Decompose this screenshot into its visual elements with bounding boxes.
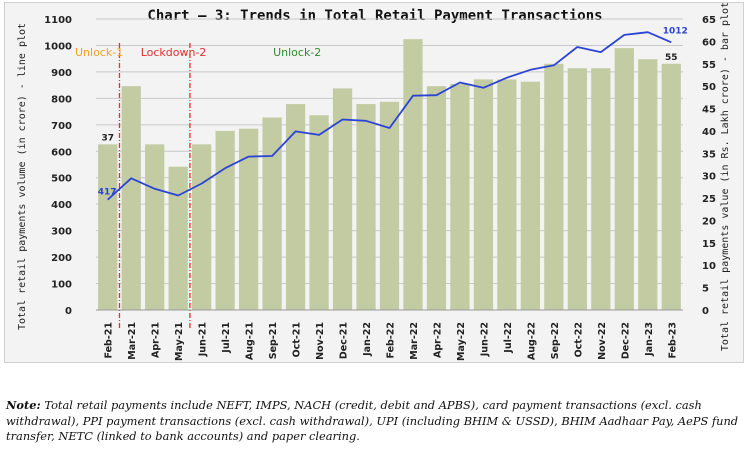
chart-title: Chart – 3: Trends in Total Retail Paymen… bbox=[147, 8, 602, 24]
left-tick-label: 600 bbox=[51, 147, 72, 158]
bar bbox=[121, 86, 141, 311]
bar bbox=[403, 39, 423, 311]
bar bbox=[614, 48, 634, 310]
note-prefix: Note: bbox=[6, 398, 41, 412]
left-tick-label: 1000 bbox=[44, 41, 72, 52]
bar bbox=[145, 144, 165, 310]
right-tick-label: 35 bbox=[702, 149, 716, 160]
right-tick-label: 30 bbox=[702, 172, 716, 183]
phase-label: Unlock-1 bbox=[75, 46, 123, 59]
right-tick-label: 50 bbox=[702, 82, 716, 93]
bar bbox=[638, 59, 658, 310]
bar bbox=[661, 63, 681, 311]
chart-svg: Chart – 3: Trends in Total Retail Paymen… bbox=[17, 3, 731, 361]
left-tick-label: 200 bbox=[51, 253, 72, 264]
x-tick-label: Mar-22 bbox=[409, 322, 420, 360]
bar bbox=[591, 68, 611, 310]
left-tick-label: 100 bbox=[51, 280, 72, 291]
x-tick-label: Feb-22 bbox=[386, 322, 397, 359]
x-tick-label: Jun-22 bbox=[479, 322, 490, 357]
bar bbox=[285, 104, 306, 310]
right-axis-title: Total retail payments value (in Rs. Lakh… bbox=[720, 3, 731, 351]
left-tick-label: 700 bbox=[51, 121, 72, 132]
bar bbox=[497, 79, 517, 310]
chart-frame: Chart – 3: Trends in Total Retail Paymen… bbox=[4, 2, 744, 363]
right-tick-label: 55 bbox=[702, 60, 716, 71]
left-tick-label: 1100 bbox=[44, 15, 72, 26]
note-body: Total retail payments include NEFT, IMPS… bbox=[6, 398, 739, 443]
x-tick-label: Oct-21 bbox=[292, 322, 303, 357]
right-tick-label: 5 bbox=[702, 284, 709, 295]
left-tick-label: 500 bbox=[51, 174, 72, 185]
right-tick-label: 60 bbox=[702, 37, 716, 48]
right-tick-label: 40 bbox=[702, 127, 716, 138]
volume-line bbox=[107, 31, 672, 201]
x-tick-label: Jan-22 bbox=[362, 322, 373, 357]
bar bbox=[426, 86, 447, 311]
x-tick-label: Mar-21 bbox=[127, 322, 138, 360]
right-tick-label: 20 bbox=[702, 216, 716, 227]
left-tick-label: 800 bbox=[51, 94, 72, 105]
x-tick-label: Aug-22 bbox=[526, 322, 537, 360]
bar bbox=[567, 68, 587, 310]
x-tick-label: Jul-21 bbox=[221, 322, 232, 354]
bar bbox=[98, 144, 118, 310]
x-tick-label: May-21 bbox=[174, 322, 185, 361]
bar bbox=[309, 115, 329, 310]
left-tick-label: 300 bbox=[51, 227, 72, 238]
x-tick-label: Nov-22 bbox=[597, 322, 608, 360]
right-tick-label: 15 bbox=[702, 239, 716, 250]
right-tick-label: 0 bbox=[702, 306, 709, 317]
x-tick-label: Dec-21 bbox=[339, 322, 350, 359]
bar bbox=[215, 130, 235, 310]
phase-label: Lockdown-2 bbox=[141, 46, 207, 59]
bar bbox=[262, 117, 282, 310]
x-tick-label: Apr-22 bbox=[432, 322, 443, 358]
x-tick-label: Jun-21 bbox=[198, 322, 209, 357]
x-tick-label: Sep-22 bbox=[550, 322, 561, 359]
x-tick-label: Feb-21 bbox=[104, 322, 115, 359]
left-tick-label: 900 bbox=[51, 68, 72, 79]
right-tick-label: 10 bbox=[702, 261, 716, 272]
x-tick-label: Jul-22 bbox=[503, 322, 514, 354]
x-tick-label: May-22 bbox=[456, 322, 467, 361]
bar bbox=[192, 144, 212, 310]
right-tick-label: 65 bbox=[702, 15, 716, 26]
bar-data-label: 37 bbox=[101, 133, 114, 143]
x-tick-label: Apr-21 bbox=[151, 322, 162, 358]
bar bbox=[379, 101, 400, 310]
line-data-label: 417 bbox=[98, 188, 117, 198]
bar bbox=[473, 79, 494, 310]
line-data-label: 1012 bbox=[663, 26, 688, 36]
x-tick-label: Feb-23 bbox=[667, 322, 678, 359]
x-tick-label: Sep-21 bbox=[268, 322, 279, 359]
x-tick-label: Jan-23 bbox=[644, 322, 655, 357]
left-axis-title: Total retail payments volume (in crore) … bbox=[17, 23, 28, 330]
x-tick-label: Oct-22 bbox=[573, 322, 584, 357]
bar bbox=[332, 88, 353, 311]
bar bbox=[520, 81, 541, 310]
bar bbox=[238, 128, 259, 310]
bar bbox=[356, 104, 376, 310]
x-tick-label: Dec-22 bbox=[620, 322, 631, 359]
left-tick-label: 400 bbox=[51, 200, 72, 211]
right-tick-label: 25 bbox=[702, 194, 716, 205]
x-tick-label: Aug-21 bbox=[245, 322, 256, 360]
bar bbox=[168, 166, 188, 310]
bar bbox=[450, 83, 470, 311]
x-tick-label: Nov-21 bbox=[315, 322, 326, 360]
phase-label: Unlock-2 bbox=[273, 46, 321, 59]
right-tick-label: 45 bbox=[702, 105, 716, 116]
bar-data-label: 55 bbox=[665, 53, 678, 63]
note-text: Note: Total retail payments include NEFT… bbox=[6, 398, 742, 445]
bar bbox=[544, 63, 564, 311]
left-tick-label: 0 bbox=[65, 306, 72, 317]
